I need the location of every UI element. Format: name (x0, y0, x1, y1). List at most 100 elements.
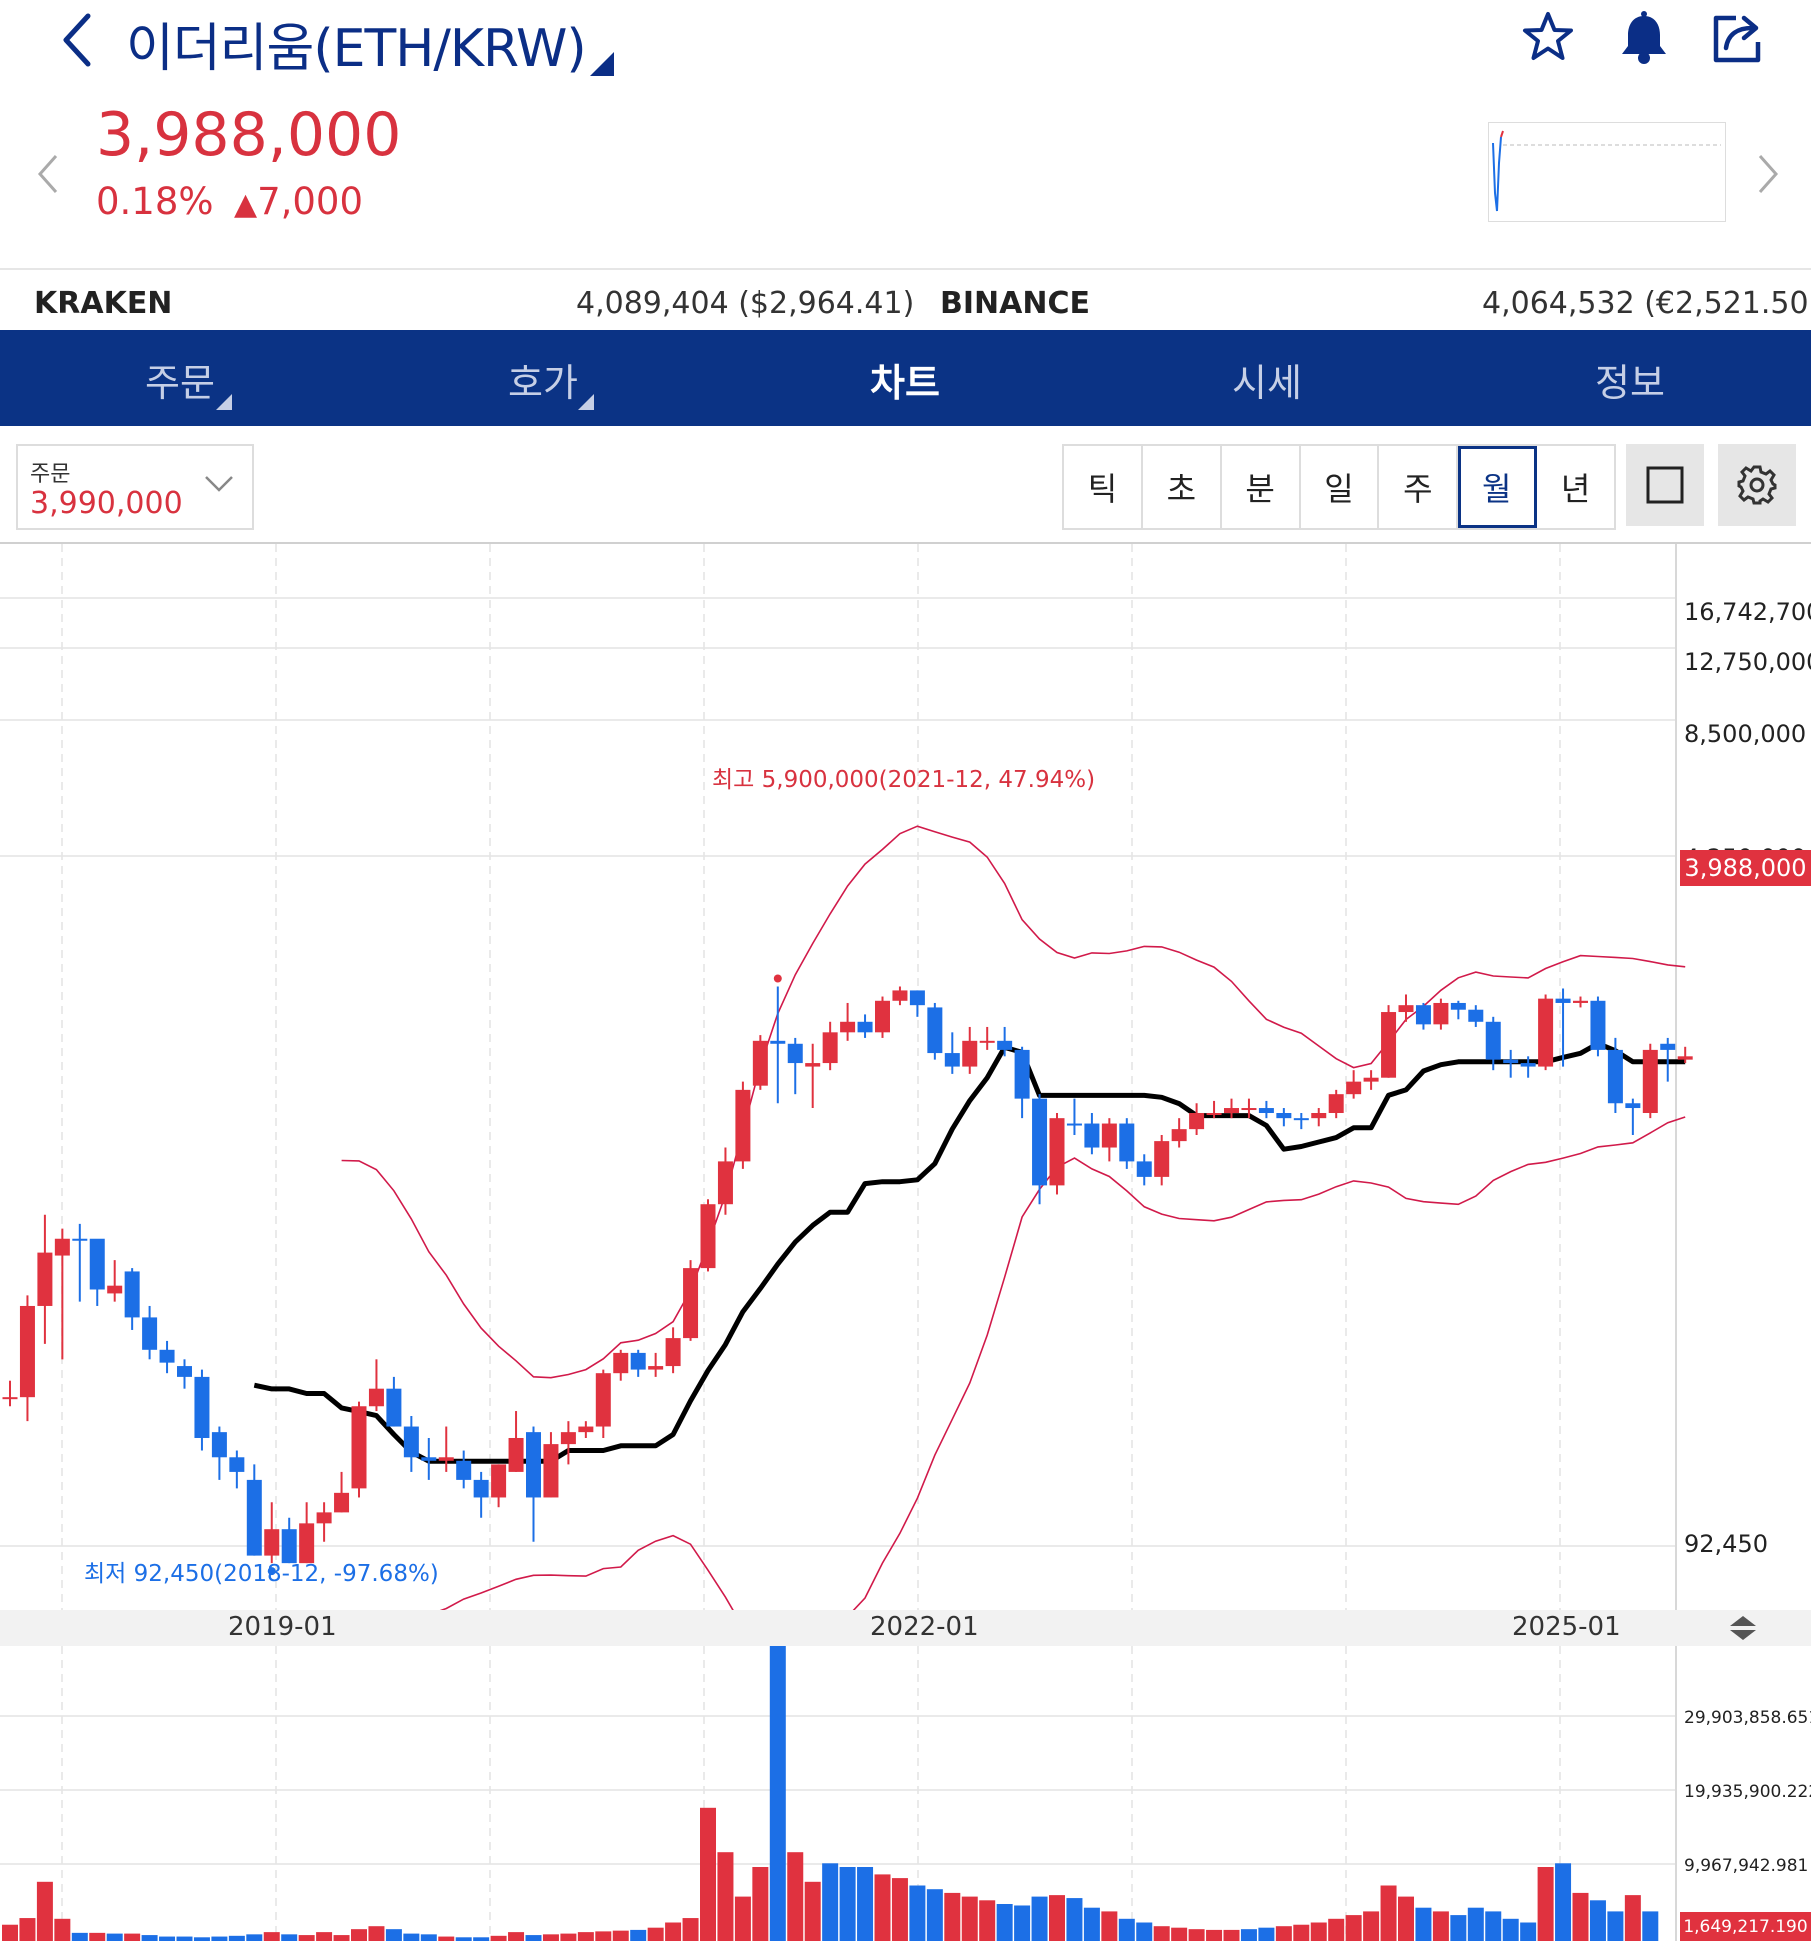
title-dropdown-icon[interactable] (590, 52, 614, 76)
share-icon[interactable] (1708, 8, 1768, 68)
volume-bar (1589, 1900, 1606, 1941)
candle-body (1433, 1002, 1449, 1025)
candle-body (1171, 1129, 1187, 1142)
bell-icon[interactable] (1614, 8, 1674, 68)
order-type-select[interactable] (16, 444, 254, 530)
volume-bar (944, 1892, 961, 1941)
volume-bar (1572, 1892, 1589, 1941)
exchange-name: BINANCE (940, 286, 1090, 321)
layout-toggle-button[interactable] (1626, 444, 1704, 526)
volume-bar (1520, 1922, 1537, 1941)
volume-bar (734, 1896, 751, 1941)
candle-body (1660, 1043, 1676, 1050)
volume-bar (1380, 1885, 1397, 1941)
star-icon[interactable] (1518, 8, 1578, 68)
candle-body (875, 1000, 890, 1033)
volume-bar (106, 1933, 123, 1941)
tab-chart[interactable]: 차트 (870, 361, 940, 405)
candle-body (1084, 1123, 1100, 1148)
volume-chart[interactable] (0, 1646, 1811, 1941)
volume-bar (1223, 1929, 1240, 1941)
volume-bar (438, 1936, 455, 1941)
candle-body (1119, 1123, 1135, 1162)
candle-body (1485, 1021, 1501, 1060)
tab-market[interactable]: 시세 (1232, 361, 1302, 405)
current-price-tag: 3,988,000 (1680, 850, 1811, 886)
tab-order[interactable]: 주문 (145, 361, 215, 405)
period-month[interactable]: 월 (1458, 446, 1538, 528)
candle-body (1293, 1118, 1309, 1121)
volume-bar (1136, 1922, 1153, 1941)
candle-body (717, 1161, 733, 1205)
volume-bar (1310, 1922, 1327, 1941)
volume-bar (1153, 1926, 1170, 1941)
candle-body (1538, 998, 1554, 1067)
volume-axis-tick: 29,903,858.651 (1684, 1708, 1811, 1728)
candle-body (665, 1338, 681, 1367)
volume-bar (752, 1867, 769, 1941)
up-triangle-icon: ▲ (234, 187, 258, 222)
resize-handle-icon[interactable] (1728, 1614, 1758, 1642)
candle-body (1049, 1118, 1065, 1186)
prev-arrow-icon[interactable] (36, 152, 60, 196)
candle-body (1642, 1049, 1658, 1114)
candle-body (822, 1032, 838, 1064)
price-axis-tick: 12,750,000 (1684, 648, 1811, 676)
volume-bar (1049, 1895, 1065, 1941)
candle-body (1101, 1123, 1117, 1148)
volume-bar (1258, 1927, 1275, 1941)
candle-body (299, 1523, 315, 1564)
period-tick[interactable]: 틱 (1064, 446, 1143, 528)
volume-bar (787, 1852, 804, 1941)
candle-body (892, 990, 908, 1001)
volume-bar (281, 1934, 298, 1941)
candle-body (1328, 1094, 1344, 1114)
time-axis-tick: 2019-01 (228, 1612, 337, 1642)
volume-bar (1485, 1911, 1502, 1941)
candle-body (857, 1021, 873, 1033)
candle-body (613, 1352, 629, 1374)
volume-bar (682, 1918, 699, 1941)
period-second[interactable]: 초 (1143, 446, 1222, 528)
candle-body (1607, 1049, 1623, 1104)
volume-bar (455, 1937, 472, 1941)
candlestick-chart[interactable] (0, 544, 1811, 1610)
lower-band-line (439, 1116, 1686, 1610)
next-arrow-icon[interactable] (1756, 152, 1780, 196)
back-chevron-icon[interactable] (58, 10, 98, 70)
candle-body (159, 1349, 175, 1363)
candle-body (1381, 1012, 1397, 1078)
candle-body (229, 1457, 245, 1472)
volume-bar (595, 1931, 612, 1941)
candle-body (107, 1285, 123, 1294)
period-year[interactable]: 년 (1560, 470, 1591, 508)
candle-body (1555, 998, 1571, 1003)
candle-body (787, 1043, 803, 1064)
period-week[interactable]: 주 (1379, 446, 1459, 528)
candle-body (1415, 1005, 1431, 1025)
candle-body (1590, 1000, 1606, 1050)
volume-bar (141, 1935, 158, 1941)
candle-body (1224, 1108, 1239, 1114)
high-marker (773, 974, 782, 983)
price-axis-tick: 16,742,700 (1684, 598, 1811, 626)
tab-orderbook[interactable]: 호가 (508, 361, 578, 405)
candle-body (72, 1238, 88, 1241)
volume-bar (1624, 1895, 1641, 1941)
candle-body (1363, 1077, 1379, 1082)
candle-body (1398, 1005, 1414, 1013)
volume-bar (1188, 1929, 1205, 1941)
time-axis (0, 1610, 1811, 1646)
volume-bar (211, 1936, 228, 1941)
volume-bar (71, 1932, 88, 1941)
candle-body (386, 1388, 402, 1427)
candle-body (735, 1089, 751, 1162)
volume-bar (333, 1935, 350, 1941)
period-minute[interactable]: 분 (1222, 446, 1301, 528)
volume-bar (124, 1933, 141, 1941)
change-amount: ▲7,000 (234, 180, 363, 223)
settings-button[interactable] (1718, 444, 1796, 526)
tab-info[interactable]: 정보 (1595, 361, 1665, 405)
time-axis-tick: 2025-01 (1512, 1612, 1621, 1642)
period-day[interactable]: 일 (1301, 446, 1380, 528)
